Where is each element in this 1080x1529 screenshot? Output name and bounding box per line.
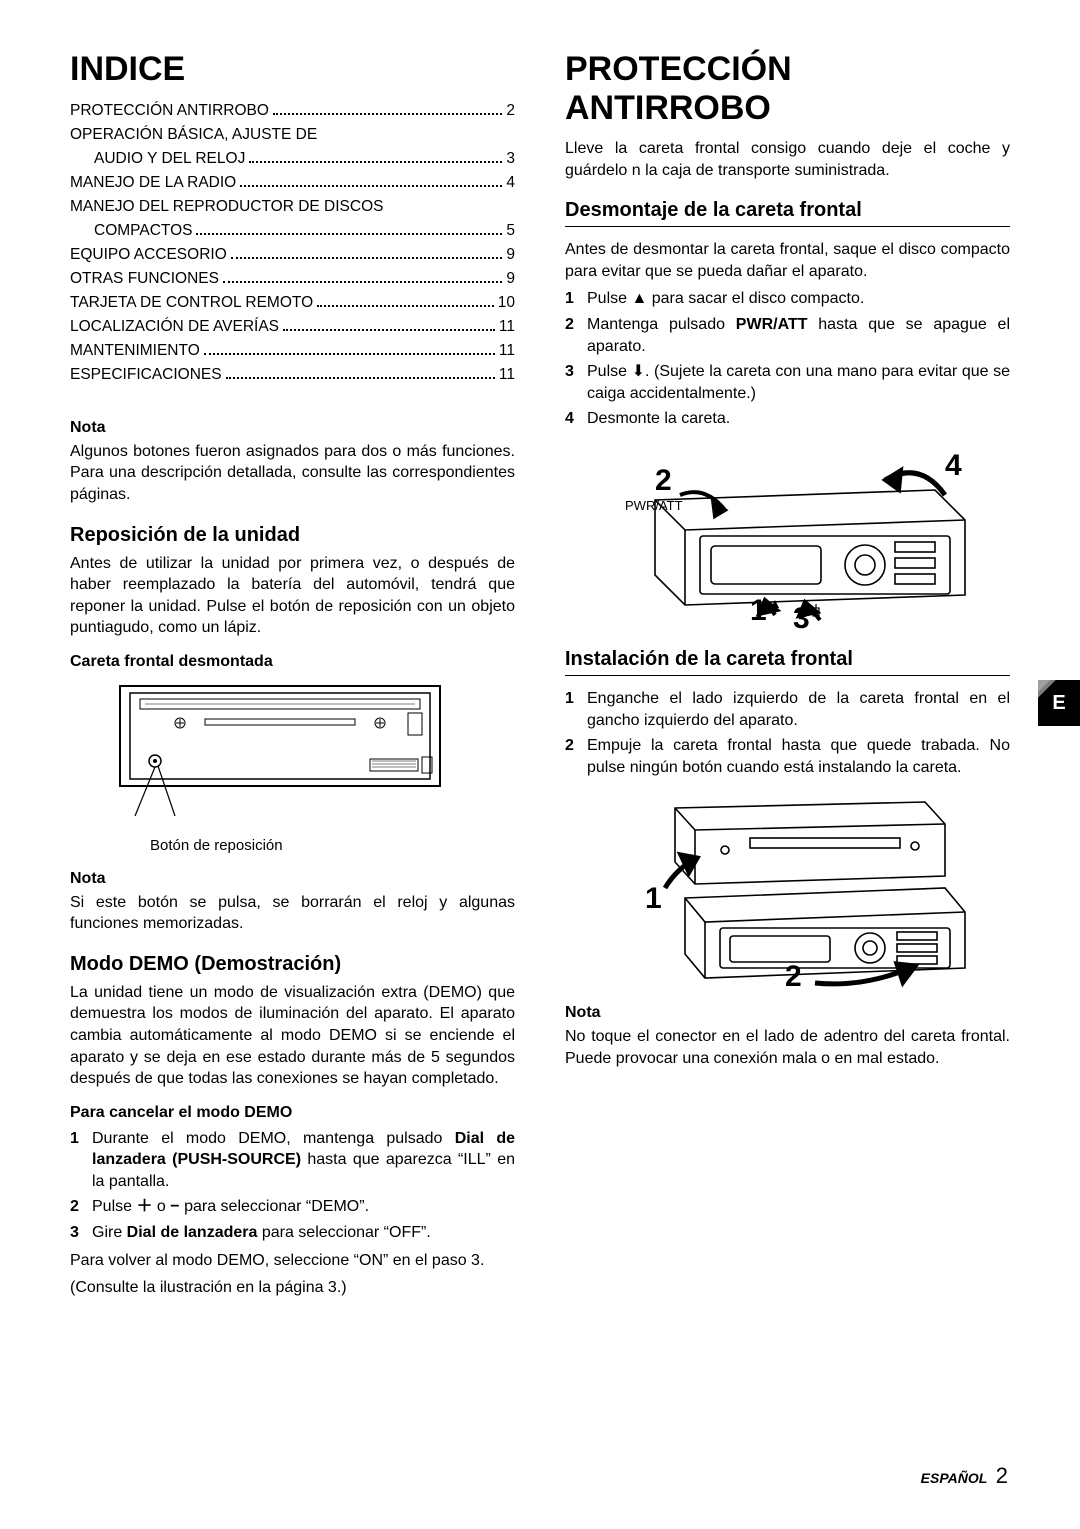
nota1-label: Nota: [70, 417, 515, 439]
fig1-caption: Botón de reposición: [110, 837, 515, 854]
figure-desmontaje: 4 2 PWR/ATT 1 3: [565, 440, 1010, 630]
nota1-text: Algunos botones fueron asignados para do…: [70, 441, 515, 506]
indice-title: INDICE: [70, 50, 515, 89]
step: 3Pulse ⬇. (Sujete la careta con una mano…: [565, 361, 1010, 404]
step: 2Pulse ＋ o − para seleccionar “DEMO”.: [70, 1196, 515, 1218]
careta-heading: Careta frontal desmontada: [70, 653, 515, 671]
page-tab: E: [1038, 680, 1080, 726]
cancel-steps: 1Durante el modo DEMO, mantenga pulsado …: [70, 1128, 515, 1244]
desmontaje-text: Antes de desmontar la careta frontal, sa…: [565, 239, 1010, 282]
toc-row: AUDIO Y DEL RELOJ3: [70, 147, 515, 171]
nota3-text: No toque el conector en el lado de adent…: [565, 1026, 1010, 1069]
figure-instalacion: 1 2: [565, 788, 1010, 988]
toc-row: TARJETA DE CONTROL REMOTO10: [70, 291, 515, 315]
step: 2Mantenga pulsado PWR/ATT hasta que se a…: [565, 314, 1010, 357]
toc-row: OPERACIÓN BÁSICA, AJUSTE DE: [70, 123, 515, 147]
fig3-label-2: 2: [785, 960, 802, 988]
step: 1Durante el modo DEMO, mantenga pulsado …: [70, 1128, 515, 1193]
toc-row: MANTENIMIENTO11: [70, 339, 515, 363]
proteccion-title-1: PROTECCIÓN: [565, 50, 1010, 89]
toc-row: COMPACTOS5: [70, 219, 515, 243]
instalacion-heading: Instalación de la careta frontal: [565, 648, 1010, 676]
toc-row: ESPECIFICACIONES11: [70, 363, 515, 387]
left-column: INDICE PROTECCIÓN ANTIRROBO2OPERACIÓN BÁ…: [70, 50, 515, 1305]
toc-row: MANEJO DEL REPRODUCTOR DE DISCOS: [70, 195, 515, 219]
reposicion-heading: Reposición de la unidad: [70, 524, 515, 547]
fig2-label-2: 2: [655, 464, 672, 497]
figure-reset-button: Botón de reposición: [70, 681, 515, 854]
fig2-label-4: 4: [945, 449, 962, 482]
step: 1Enganche el lado izquierdo de la careta…: [565, 688, 1010, 731]
instalacion-steps: 1Enganche el lado izquierdo de la careta…: [565, 688, 1010, 778]
proteccion-intro: Lleve la careta frontal consigo cuando d…: [565, 138, 1010, 181]
footer-page: 2: [996, 1463, 1008, 1488]
fig2-label-1: 1: [750, 594, 767, 627]
footer-lang: ESPAÑOL: [921, 1470, 988, 1486]
proteccion-title-2: ANTIRROBO: [565, 89, 1010, 128]
step: 2Empuje la careta frontal hasta que qued…: [565, 735, 1010, 778]
cancel-after2: (Consulte la ilustración en la página 3.…: [70, 1277, 515, 1299]
fig2-label-3: 3: [793, 602, 810, 630]
toc: PROTECCIÓN ANTIRROBO2OPERACIÓN BÁSICA, A…: [70, 99, 515, 387]
toc-row: EQUIPO ACCESORIO9: [70, 243, 515, 267]
toc-row: PROTECCIÓN ANTIRROBO2: [70, 99, 515, 123]
toc-row: OTRAS FUNCIONES9: [70, 267, 515, 291]
right-column: PROTECCIÓN ANTIRROBO Lleve la careta fro…: [565, 50, 1010, 1305]
fig2-label-pwr: PWR/ATT: [625, 498, 683, 513]
nota2-label: Nota: [70, 868, 515, 890]
page-footer: ESPAÑOL 2: [921, 1463, 1008, 1489]
toc-row: MANEJO DE LA RADIO4: [70, 171, 515, 195]
step: 4Desmonte la careta.: [565, 408, 1010, 430]
demo-heading: Modo DEMO (Demostración): [70, 953, 515, 976]
cancel-demo-heading: Para cancelar el modo DEMO: [70, 1104, 515, 1122]
step: 3Gire Dial de lanzadera para seleccionar…: [70, 1222, 515, 1244]
reposicion-text: Antes de utilizar la unidad por primera …: [70, 553, 515, 639]
nota2-text: Si este botón se pulsa, se borrarán el r…: [70, 892, 515, 935]
desmontaje-heading: Desmontaje de la careta frontal: [565, 199, 1010, 227]
nota3-label: Nota: [565, 1002, 1010, 1024]
toc-row: LOCALIZACIÓN DE AVERÍAS11: [70, 315, 515, 339]
desmontaje-steps: 1Pulse ▲ para sacar el disco compacto. 2M…: [565, 288, 1010, 430]
demo-text: La unidad tiene un modo de visualización…: [70, 982, 515, 1090]
fig3-label-1: 1: [645, 882, 662, 915]
step: 1Pulse ▲ para sacar el disco compacto.: [565, 288, 1010, 310]
cancel-after1: Para volver al modo DEMO, seleccione “ON…: [70, 1250, 515, 1272]
